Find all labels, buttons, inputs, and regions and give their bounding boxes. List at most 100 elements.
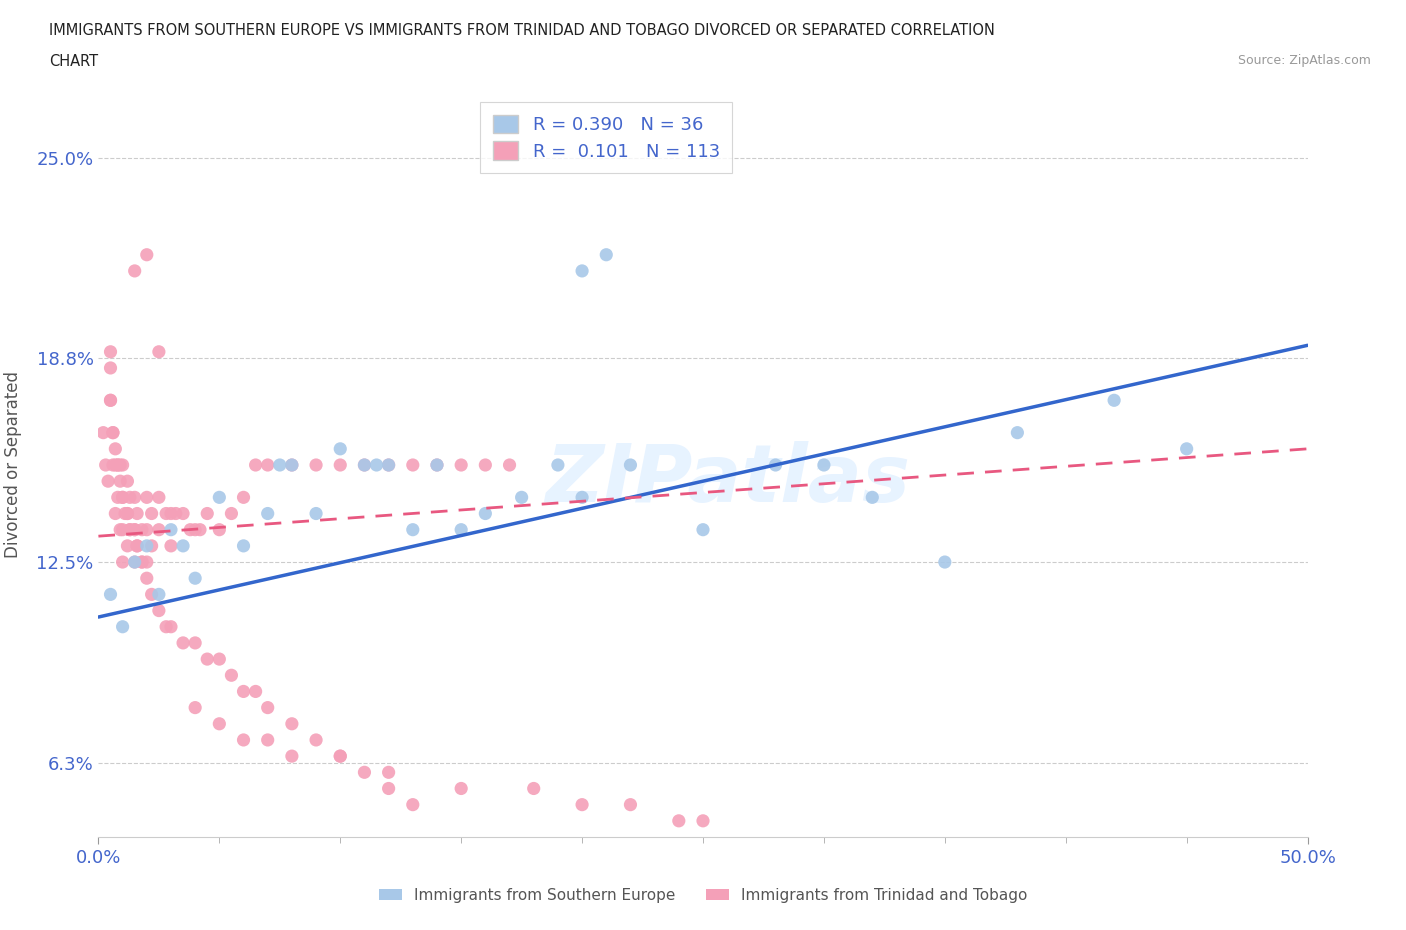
Point xyxy=(148,604,170,618)
Point xyxy=(619,458,641,472)
Point xyxy=(104,506,127,521)
Point xyxy=(208,652,231,667)
Point xyxy=(135,490,157,505)
Point xyxy=(111,490,134,505)
Point xyxy=(353,764,375,779)
Point xyxy=(100,392,122,407)
Point xyxy=(91,425,114,440)
Point xyxy=(135,247,157,262)
Point xyxy=(108,473,131,488)
Point xyxy=(160,538,183,553)
Text: CHART: CHART xyxy=(49,54,98,69)
Point xyxy=(692,523,714,538)
Point xyxy=(117,506,139,521)
Point xyxy=(595,247,617,262)
Point xyxy=(426,458,449,472)
Point xyxy=(523,781,546,796)
Point xyxy=(281,749,304,764)
Point xyxy=(1175,442,1198,457)
Point xyxy=(269,458,291,472)
Point xyxy=(124,554,146,569)
Point xyxy=(232,684,254,698)
Point xyxy=(101,425,124,440)
Point xyxy=(131,523,153,538)
Point xyxy=(402,458,425,472)
Point xyxy=(353,458,375,472)
Point xyxy=(97,473,120,488)
Point xyxy=(188,523,211,538)
Point xyxy=(934,554,956,569)
Point xyxy=(127,506,149,521)
Point xyxy=(107,458,129,472)
Point xyxy=(108,458,131,472)
Point xyxy=(135,571,157,586)
Point xyxy=(135,538,157,553)
Point xyxy=(305,458,328,472)
Point xyxy=(765,458,787,472)
Point xyxy=(172,506,194,521)
Point xyxy=(377,781,399,796)
Point xyxy=(111,619,134,634)
Point xyxy=(366,458,388,472)
Point xyxy=(232,733,254,748)
Point xyxy=(329,458,352,472)
Point xyxy=(377,458,399,472)
Point xyxy=(184,635,207,650)
Point xyxy=(245,458,267,472)
Point xyxy=(107,490,129,505)
Point xyxy=(111,490,134,505)
Point xyxy=(813,458,835,472)
Point xyxy=(571,263,593,278)
Text: Source: ZipAtlas.com: Source: ZipAtlas.com xyxy=(1237,54,1371,67)
Point xyxy=(402,797,425,812)
Point xyxy=(281,458,304,472)
Point xyxy=(692,814,714,829)
Point xyxy=(124,263,146,278)
Point xyxy=(124,523,146,538)
Point xyxy=(195,652,218,667)
Point xyxy=(141,587,163,602)
Point xyxy=(256,458,278,472)
Point xyxy=(402,523,425,538)
Point xyxy=(117,473,139,488)
Point xyxy=(118,490,141,505)
Point xyxy=(111,523,134,538)
Point xyxy=(221,668,243,683)
Point xyxy=(148,523,170,538)
Point xyxy=(305,506,328,521)
Legend: Immigrants from Southern Europe, Immigrants from Trinidad and Tobago: Immigrants from Southern Europe, Immigra… xyxy=(373,882,1033,909)
Point xyxy=(281,458,304,472)
Point xyxy=(329,749,352,764)
Point xyxy=(160,506,183,521)
Point xyxy=(111,458,134,472)
Point xyxy=(127,538,149,553)
Point xyxy=(208,523,231,538)
Point xyxy=(141,538,163,553)
Point xyxy=(208,490,231,505)
Point xyxy=(208,716,231,731)
Point xyxy=(101,458,124,472)
Point xyxy=(450,781,472,796)
Point xyxy=(221,506,243,521)
Y-axis label: Divorced or Separated: Divorced or Separated xyxy=(4,371,22,559)
Point xyxy=(117,506,139,521)
Point xyxy=(474,458,496,472)
Point xyxy=(100,361,122,376)
Point xyxy=(108,523,131,538)
Point xyxy=(668,814,690,829)
Point xyxy=(100,587,122,602)
Point xyxy=(1102,392,1125,407)
Text: IMMIGRANTS FROM SOUTHERN EUROPE VS IMMIGRANTS FROM TRINIDAD AND TOBAGO DIVORCED : IMMIGRANTS FROM SOUTHERN EUROPE VS IMMIG… xyxy=(49,23,995,38)
Point xyxy=(131,554,153,569)
Point xyxy=(131,554,153,569)
Point xyxy=(101,425,124,440)
Point xyxy=(329,749,352,764)
Point xyxy=(232,490,254,505)
Point xyxy=(256,700,278,715)
Point xyxy=(124,523,146,538)
Point xyxy=(118,523,141,538)
Point xyxy=(498,458,520,472)
Point xyxy=(860,490,883,505)
Point xyxy=(165,506,187,521)
Point xyxy=(155,619,177,634)
